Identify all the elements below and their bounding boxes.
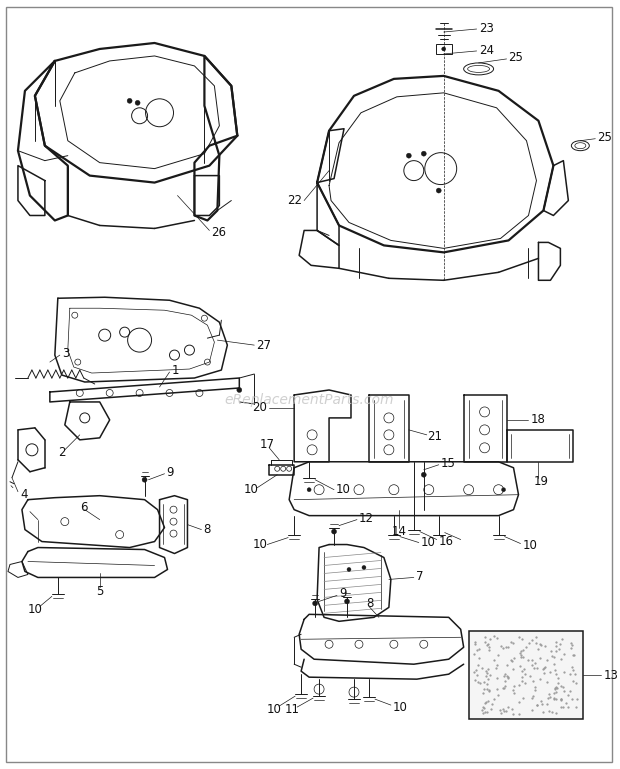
Text: eReplacementParts.com: eReplacementParts.com (224, 393, 394, 407)
Text: 27: 27 (256, 338, 272, 351)
Text: 1: 1 (172, 364, 179, 377)
Text: 15: 15 (441, 458, 456, 471)
Text: 10: 10 (252, 538, 267, 551)
Circle shape (237, 388, 242, 392)
Circle shape (142, 478, 147, 482)
Circle shape (502, 488, 505, 491)
Circle shape (362, 565, 366, 570)
Text: 10: 10 (393, 701, 408, 714)
Text: 10: 10 (421, 536, 436, 549)
Circle shape (312, 601, 317, 606)
Circle shape (406, 153, 411, 158)
Text: 10: 10 (266, 703, 281, 716)
Text: 25: 25 (508, 52, 523, 65)
Bar (436, 44, 452, 54)
Text: 9: 9 (167, 466, 174, 479)
Text: 10: 10 (243, 483, 258, 496)
Text: 5: 5 (95, 585, 103, 598)
Text: 18: 18 (531, 414, 546, 426)
Circle shape (441, 47, 446, 51)
Text: 2: 2 (58, 446, 65, 459)
Circle shape (345, 599, 350, 604)
Text: 10: 10 (28, 603, 43, 616)
Text: 26: 26 (211, 226, 226, 239)
Text: 23: 23 (479, 22, 494, 35)
Text: 8: 8 (203, 523, 211, 536)
Text: 7: 7 (416, 570, 423, 583)
Text: 16: 16 (439, 535, 454, 548)
Text: 4: 4 (20, 488, 27, 501)
Text: 10: 10 (523, 539, 538, 552)
Circle shape (332, 529, 337, 534)
Circle shape (422, 151, 427, 156)
Text: 8: 8 (366, 597, 373, 610)
Circle shape (307, 488, 311, 491)
Text: 13: 13 (603, 669, 618, 681)
Text: 20: 20 (252, 401, 267, 414)
Text: 22: 22 (287, 194, 302, 207)
Text: 17: 17 (259, 438, 274, 451)
Circle shape (422, 472, 427, 478)
Circle shape (127, 98, 132, 103)
Text: 9: 9 (339, 587, 347, 600)
Text: 24: 24 (479, 45, 494, 58)
Circle shape (135, 100, 140, 105)
Text: 10: 10 (336, 483, 351, 496)
Text: 25: 25 (597, 131, 612, 145)
Circle shape (436, 188, 441, 193)
Text: 19: 19 (533, 475, 549, 488)
Text: 6: 6 (80, 501, 87, 514)
Text: 12: 12 (359, 512, 374, 525)
Text: 11: 11 (284, 703, 299, 716)
Circle shape (347, 568, 351, 571)
Text: 21: 21 (427, 431, 442, 444)
Text: 3: 3 (62, 347, 69, 360)
Text: 14: 14 (392, 525, 407, 538)
Bar (469, 631, 583, 719)
